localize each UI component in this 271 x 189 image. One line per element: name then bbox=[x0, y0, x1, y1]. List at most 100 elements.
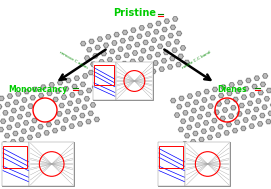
Polygon shape bbox=[241, 95, 246, 99]
Text: Pristine: Pristine bbox=[114, 8, 156, 18]
Polygon shape bbox=[118, 47, 123, 51]
Polygon shape bbox=[92, 85, 97, 89]
Polygon shape bbox=[94, 117, 99, 122]
Bar bbox=[29, 142, 74, 186]
Polygon shape bbox=[199, 137, 204, 142]
Polygon shape bbox=[110, 49, 115, 53]
Polygon shape bbox=[103, 74, 108, 79]
Polygon shape bbox=[238, 81, 243, 85]
Polygon shape bbox=[207, 135, 212, 139]
Polygon shape bbox=[268, 111, 271, 115]
Polygon shape bbox=[17, 115, 22, 119]
Polygon shape bbox=[237, 112, 242, 116]
Polygon shape bbox=[13, 131, 18, 136]
Polygon shape bbox=[89, 39, 94, 43]
Polygon shape bbox=[111, 72, 116, 76]
Bar bbox=[116, 62, 153, 100]
Polygon shape bbox=[250, 93, 255, 97]
Polygon shape bbox=[162, 27, 167, 32]
Bar bbox=[93, 62, 153, 100]
Polygon shape bbox=[61, 126, 66, 131]
Polygon shape bbox=[86, 88, 92, 93]
Polygon shape bbox=[245, 109, 250, 114]
Polygon shape bbox=[9, 117, 14, 121]
Polygon shape bbox=[80, 82, 85, 87]
Polygon shape bbox=[178, 127, 183, 132]
Polygon shape bbox=[166, 42, 171, 46]
Polygon shape bbox=[27, 135, 33, 139]
Polygon shape bbox=[243, 118, 248, 122]
Polygon shape bbox=[63, 118, 68, 122]
Polygon shape bbox=[0, 127, 4, 132]
Polygon shape bbox=[145, 63, 150, 67]
Polygon shape bbox=[107, 58, 112, 62]
Polygon shape bbox=[177, 105, 182, 109]
Polygon shape bbox=[170, 25, 175, 29]
Polygon shape bbox=[81, 41, 86, 46]
Polygon shape bbox=[235, 120, 240, 124]
Polygon shape bbox=[72, 116, 76, 120]
Polygon shape bbox=[180, 46, 185, 50]
Bar bbox=[3, 146, 27, 168]
Polygon shape bbox=[20, 106, 25, 111]
Polygon shape bbox=[184, 60, 189, 65]
Polygon shape bbox=[67, 101, 73, 105]
Polygon shape bbox=[101, 83, 106, 87]
Polygon shape bbox=[154, 30, 159, 34]
Polygon shape bbox=[15, 123, 20, 127]
Polygon shape bbox=[195, 123, 200, 127]
Polygon shape bbox=[49, 83, 54, 87]
Polygon shape bbox=[193, 131, 198, 136]
Polygon shape bbox=[44, 131, 49, 135]
Polygon shape bbox=[0, 105, 2, 109]
Polygon shape bbox=[137, 34, 142, 38]
Polygon shape bbox=[7, 125, 12, 129]
Polygon shape bbox=[270, 103, 271, 107]
Polygon shape bbox=[252, 84, 257, 89]
Polygon shape bbox=[176, 63, 181, 67]
Polygon shape bbox=[97, 37, 102, 41]
Polygon shape bbox=[114, 33, 119, 37]
Bar bbox=[93, 62, 116, 100]
Polygon shape bbox=[229, 83, 234, 87]
Polygon shape bbox=[66, 78, 71, 83]
Polygon shape bbox=[129, 36, 134, 41]
Polygon shape bbox=[84, 97, 89, 101]
Polygon shape bbox=[87, 48, 92, 52]
Polygon shape bbox=[70, 93, 75, 97]
Polygon shape bbox=[78, 91, 83, 95]
Polygon shape bbox=[30, 96, 35, 100]
Polygon shape bbox=[1, 119, 6, 123]
Polygon shape bbox=[131, 28, 136, 32]
Polygon shape bbox=[233, 97, 238, 101]
Polygon shape bbox=[62, 95, 66, 99]
Polygon shape bbox=[112, 41, 117, 45]
Polygon shape bbox=[233, 129, 237, 133]
Polygon shape bbox=[189, 117, 194, 121]
Polygon shape bbox=[244, 87, 249, 91]
Polygon shape bbox=[57, 112, 62, 116]
Polygon shape bbox=[179, 96, 184, 101]
Polygon shape bbox=[93, 54, 98, 58]
Polygon shape bbox=[91, 103, 95, 107]
Polygon shape bbox=[226, 122, 231, 127]
Polygon shape bbox=[53, 129, 57, 133]
Polygon shape bbox=[134, 74, 139, 78]
Polygon shape bbox=[168, 33, 173, 38]
Polygon shape bbox=[210, 96, 215, 100]
Polygon shape bbox=[39, 93, 44, 98]
Polygon shape bbox=[170, 56, 175, 61]
Polygon shape bbox=[149, 46, 154, 51]
Polygon shape bbox=[206, 112, 211, 117]
Polygon shape bbox=[156, 21, 161, 26]
Polygon shape bbox=[185, 102, 190, 107]
Polygon shape bbox=[21, 129, 26, 133]
Polygon shape bbox=[136, 65, 141, 70]
Polygon shape bbox=[175, 113, 180, 117]
Polygon shape bbox=[38, 125, 43, 129]
Polygon shape bbox=[139, 26, 144, 30]
Polygon shape bbox=[220, 116, 225, 121]
Polygon shape bbox=[59, 103, 64, 108]
Polygon shape bbox=[120, 70, 125, 74]
Polygon shape bbox=[88, 111, 93, 115]
